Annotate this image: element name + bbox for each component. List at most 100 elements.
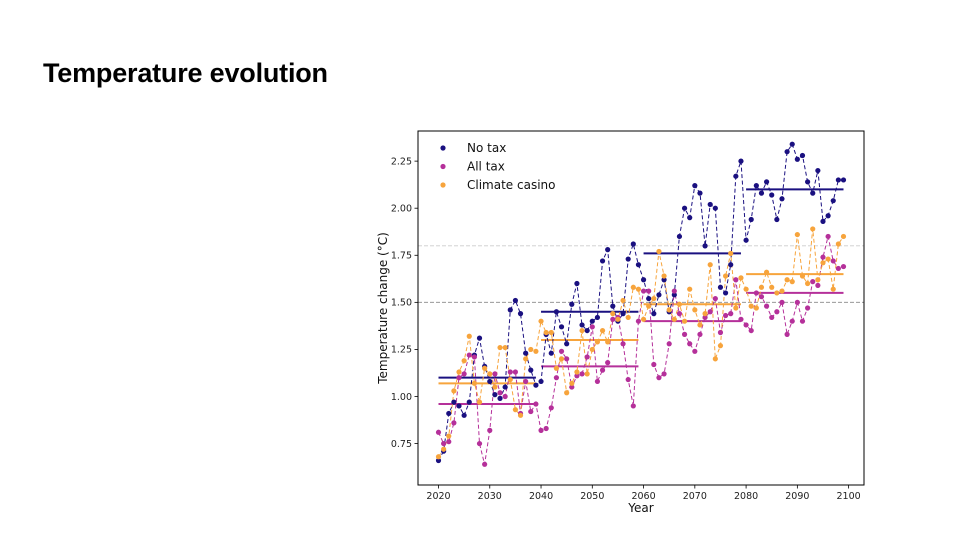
y-tick-label: 1.50 xyxy=(391,298,412,309)
data-point xyxy=(456,369,462,375)
data-point xyxy=(835,241,841,247)
x-tick-label: 2080 xyxy=(734,491,758,502)
data-point xyxy=(564,341,570,347)
data-point xyxy=(743,286,749,292)
data-point xyxy=(779,299,785,305)
data-point xyxy=(722,312,729,319)
data-point xyxy=(687,341,693,347)
data-point xyxy=(707,201,713,208)
x-tick-label: 2060 xyxy=(631,491,655,502)
data-point xyxy=(635,286,642,292)
data-point xyxy=(738,316,744,322)
data-point xyxy=(805,280,811,287)
data-point xyxy=(794,156,800,162)
data-point xyxy=(630,284,636,290)
legend-label: No tax xyxy=(467,141,506,155)
data-point xyxy=(820,254,826,260)
data-point xyxy=(492,384,498,390)
data-point xyxy=(456,375,462,381)
data-point xyxy=(543,329,549,336)
data-point xyxy=(533,348,539,354)
data-point xyxy=(774,309,780,315)
data-point xyxy=(733,173,739,179)
data-point xyxy=(717,343,724,349)
slide-title: Temperature evolution xyxy=(43,58,328,88)
y-tick-label: 1.75 xyxy=(391,251,412,262)
data-point xyxy=(451,399,457,405)
data-point xyxy=(820,260,826,266)
data-point xyxy=(584,354,590,360)
data-point xyxy=(651,361,657,368)
data-point xyxy=(692,307,698,313)
data-point xyxy=(646,303,652,309)
y-tick-label: 1.00 xyxy=(391,392,412,403)
data-point xyxy=(476,399,483,405)
data-point xyxy=(640,288,647,294)
data-point xyxy=(840,177,847,183)
data-point xyxy=(810,190,816,196)
data-point xyxy=(799,273,806,279)
data-point xyxy=(830,198,836,204)
data-point xyxy=(610,303,616,309)
data-point xyxy=(523,356,529,362)
data-point xyxy=(435,457,442,464)
data-point xyxy=(784,331,790,337)
x-tick-label: 2050 xyxy=(580,491,604,502)
data-point xyxy=(482,365,488,371)
data-point xyxy=(466,399,472,405)
data-point xyxy=(763,269,770,275)
data-point xyxy=(769,284,775,290)
data-point xyxy=(794,299,800,305)
series-line-no-tax xyxy=(438,143,844,461)
data-point xyxy=(789,279,795,285)
data-point xyxy=(497,390,503,396)
data-point xyxy=(681,331,688,337)
data-point xyxy=(815,282,821,289)
data-point xyxy=(692,183,698,189)
data-point xyxy=(722,273,729,279)
data-point xyxy=(574,280,580,287)
x-tick-label: 2100 xyxy=(837,491,861,502)
data-point xyxy=(646,288,652,294)
data-point xyxy=(763,179,770,185)
data-point xyxy=(840,233,847,240)
data-point xyxy=(820,218,826,224)
data-point xyxy=(815,277,821,283)
data-point xyxy=(558,356,565,362)
y-tick-label: 2.25 xyxy=(391,156,412,167)
data-point xyxy=(687,286,693,292)
data-point xyxy=(676,301,683,307)
data-point xyxy=(799,318,806,324)
data-point xyxy=(748,303,754,309)
y-tick-label: 0.75 xyxy=(391,439,412,450)
data-point xyxy=(594,378,601,385)
data-point xyxy=(758,284,765,290)
data-point xyxy=(538,427,544,433)
data-point xyxy=(625,314,631,321)
data-point xyxy=(553,365,560,371)
data-point xyxy=(523,350,529,356)
data-point xyxy=(825,233,831,240)
data-point xyxy=(733,277,739,283)
data-point xyxy=(717,329,724,336)
data-point xyxy=(707,309,713,315)
data-point xyxy=(605,339,611,345)
data-point xyxy=(717,284,724,290)
data-point xyxy=(774,216,780,223)
y-axis-label: Temperature change (°C) xyxy=(376,232,390,385)
data-point xyxy=(830,258,836,264)
data-point xyxy=(681,318,688,324)
data-point xyxy=(702,311,708,317)
data-point xyxy=(605,247,611,253)
data-point xyxy=(661,273,667,279)
data-point xyxy=(446,410,452,417)
data-point xyxy=(671,316,677,322)
data-point xyxy=(594,314,601,321)
data-point xyxy=(825,213,831,219)
data-point xyxy=(553,375,560,381)
data-point xyxy=(599,367,606,373)
y-tick-label: 2.00 xyxy=(391,204,412,215)
data-point xyxy=(651,295,657,302)
data-point xyxy=(482,461,488,467)
data-point xyxy=(774,290,780,296)
